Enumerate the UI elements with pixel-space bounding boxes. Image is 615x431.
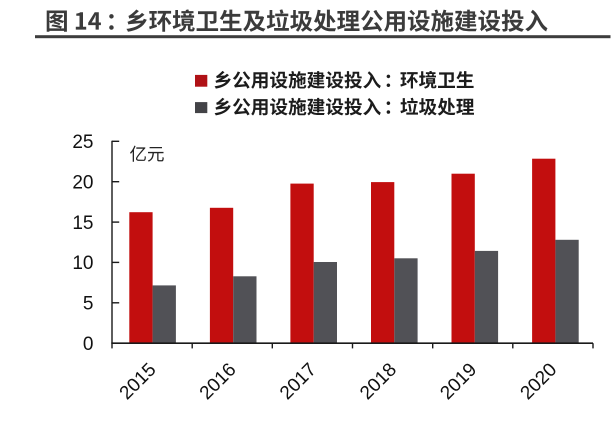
svg-text:10: 10 xyxy=(72,253,93,274)
svg-text:20: 20 xyxy=(72,173,93,194)
svg-text:5: 5 xyxy=(83,294,94,315)
svg-text:25: 25 xyxy=(72,132,93,153)
svg-text:15: 15 xyxy=(72,213,93,234)
svg-text:0: 0 xyxy=(83,334,94,355)
